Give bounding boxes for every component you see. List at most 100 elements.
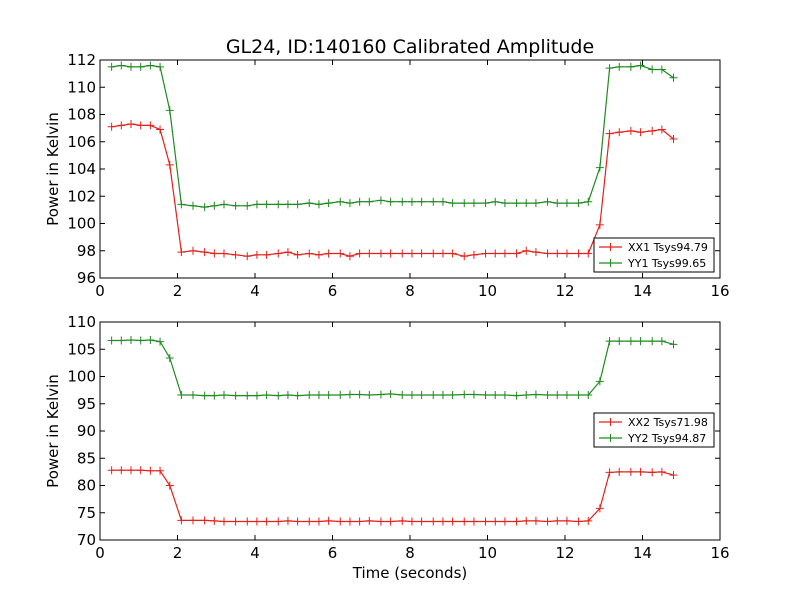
data-point-marker: [657, 65, 666, 74]
data-point-marker: [531, 248, 540, 257]
x-tick-label: 14: [633, 282, 652, 300]
data-point-marker: [345, 199, 354, 208]
data-point-marker: [491, 517, 500, 526]
y-tick-label: 108: [67, 106, 96, 124]
data-point-marker: [605, 129, 614, 138]
y-tick-label: 105: [67, 340, 96, 358]
data-point-marker: [584, 516, 593, 525]
data-point-marker: [127, 120, 135, 129]
data-point-marker: [283, 391, 292, 400]
legend-box: [593, 412, 715, 448]
data-point-marker: [512, 249, 521, 258]
data-point-marker: [605, 337, 614, 346]
legend: XX2 Tsys71.98 YY2 Tsys94.87: [593, 412, 715, 448]
data-point-marker: [605, 468, 614, 477]
data-point-marker: [177, 516, 186, 525]
data-point-marker: [127, 62, 135, 71]
data-point-marker: [636, 128, 645, 137]
data-point-marker: [324, 516, 333, 525]
data-point-marker: [127, 335, 135, 344]
chart-title: GL24, ID:140160 Calibrated Amplitude: [226, 36, 594, 58]
data-point-marker: [512, 391, 521, 400]
data-point-marker: [293, 391, 302, 400]
data-point-marker: [481, 391, 490, 400]
series-markers-1: [107, 120, 678, 261]
data-point-marker: [481, 199, 490, 208]
data-point-marker: [305, 391, 314, 400]
data-point-marker: [417, 517, 426, 526]
y-tick-label: 96: [77, 269, 96, 287]
data-point-marker: [574, 391, 583, 400]
data-point-marker: [136, 336, 145, 345]
data-point-marker: [210, 516, 219, 525]
data-point-marker: [210, 249, 219, 258]
data-point-marker: [314, 517, 323, 526]
data-point-marker: [491, 391, 500, 400]
y-tick-label: 102: [67, 187, 96, 205]
legend-entry-label: YY1 Tsys99.65: [627, 257, 706, 270]
data-point-marker: [407, 517, 416, 526]
data-point-marker: [220, 200, 228, 209]
data-point-marker: [305, 199, 314, 208]
data-point-marker: [615, 337, 624, 346]
data-point-marker: [657, 125, 666, 134]
data-point-marker: [562, 199, 571, 208]
y-tick-label: 110: [67, 313, 96, 331]
data-point-marker: [252, 517, 261, 526]
data-point-marker: [136, 466, 145, 475]
x-tick-label: 8: [405, 282, 415, 300]
data-point-marker: [386, 389, 395, 398]
data-point-marker: [500, 199, 509, 208]
data-point-marker: [512, 517, 521, 526]
data-point-marker: [200, 203, 209, 212]
data-point-marker: [262, 250, 271, 259]
data-point-marker: [220, 391, 228, 400]
data-point-marker: [417, 249, 426, 258]
data-point-marker: [574, 517, 583, 526]
data-point-marker: [365, 249, 374, 258]
data-point-marker: [274, 517, 283, 526]
data-point-marker: [274, 249, 283, 258]
data-point-marker: [438, 517, 447, 526]
x-tick-label: 4: [250, 544, 260, 562]
data-point-marker: [605, 64, 614, 73]
data-point-marker: [417, 391, 426, 400]
data-point-marker: [615, 467, 624, 476]
data-point-marker: [429, 197, 438, 206]
data-point-marker: [500, 391, 509, 400]
data-point-marker: [345, 252, 354, 261]
data-point-marker: [324, 391, 333, 400]
data-point-marker: [522, 516, 531, 525]
data-point-marker: [448, 249, 457, 258]
data-point-marker: [243, 252, 252, 261]
data-point-marker: [543, 517, 552, 526]
data-point-marker: [293, 250, 302, 259]
x-tick-label: 12: [555, 282, 574, 300]
data-point-marker: [165, 106, 174, 115]
data-point-marker: [127, 466, 135, 475]
data-point-marker: [146, 121, 155, 130]
data-point-marker: [636, 61, 645, 70]
data-point-marker: [146, 61, 155, 70]
data-point-marker: [231, 517, 240, 526]
bottom-plot: 0 2 4 6 8 10 12 14 16 70 75 80 85 90 95 100 105 110 Power …: [44, 313, 730, 562]
data-point-marker: [177, 391, 186, 400]
data-point-marker: [648, 337, 657, 346]
data-point-marker: [448, 391, 457, 400]
data-point-marker: [107, 336, 116, 345]
data-point-marker: [345, 390, 354, 399]
data-point-marker: [314, 391, 323, 400]
data-point-marker: [314, 200, 323, 209]
y-tick-label: 98: [77, 242, 96, 260]
data-point-marker: [386, 517, 395, 526]
legend-swatch-marker: [606, 243, 615, 251]
data-point-marker: [460, 252, 469, 261]
x-tick-label: 16: [710, 282, 729, 300]
data-point-marker: [429, 249, 438, 258]
data-point-marker: [156, 466, 165, 475]
y-tick-label: 80: [77, 477, 96, 495]
data-point-marker: [417, 197, 426, 206]
data-point-marker: [262, 517, 271, 526]
data-point-marker: [481, 249, 490, 258]
